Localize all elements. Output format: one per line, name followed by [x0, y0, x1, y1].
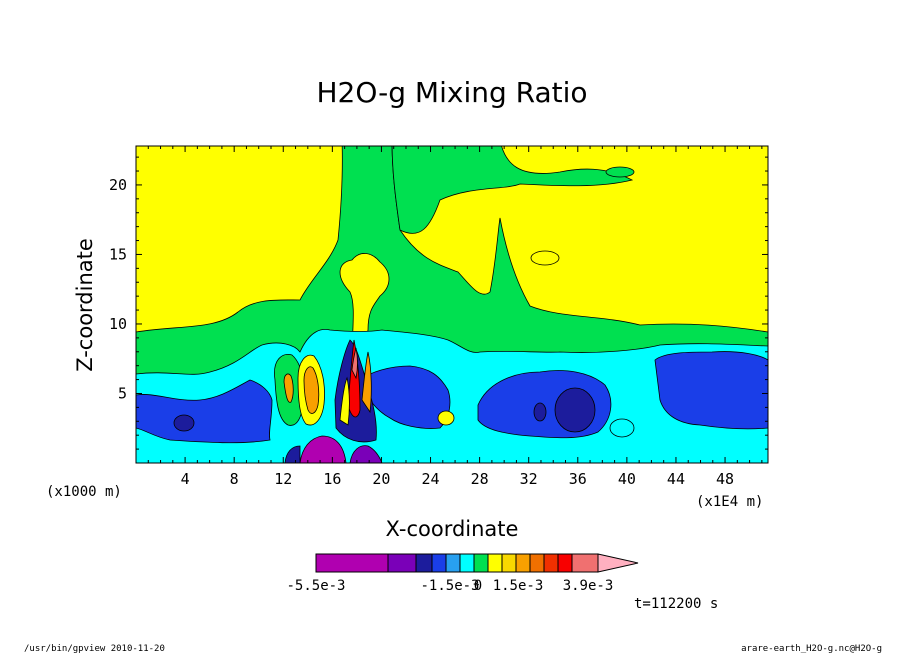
field-darkblue-bottom [284, 445, 301, 463]
colorbar-segment [445, 553, 461, 573]
colorbar-segment [487, 553, 503, 573]
field-blue-far-right [654, 351, 768, 430]
colorbar-segment [415, 553, 433, 573]
chart-title: H2O-g Mixing Ratio [316, 76, 587, 109]
colorbar-label: 3.9e-3 [563, 578, 614, 594]
colorbar-label: -1.5e-3 [420, 578, 479, 594]
x-tick-label: 40 [618, 470, 636, 488]
colorbar-segment [515, 553, 531, 573]
field-blue-left [136, 379, 273, 444]
field-green-blob-b [605, 166, 635, 178]
colorbar [315, 553, 639, 573]
field-purple-bottom [299, 435, 347, 463]
x-tick-label: 32 [520, 470, 538, 488]
y-axis-ticks: 5 10 15 20 [109, 156, 768, 450]
x-scale-note: (x1E4 m) [696, 494, 763, 510]
plot-frame [135, 145, 769, 464]
y-tick-label: 10 [109, 315, 127, 333]
colorbar-segment [459, 553, 475, 573]
colorbar-label: -5.5e-3 [286, 578, 345, 594]
x-tick-label: 48 [716, 470, 734, 488]
field-darkblue-core-b [173, 414, 195, 432]
field-cyan-hole [609, 418, 635, 438]
field-darkblue-core-c [533, 402, 547, 422]
field-blue-center [359, 365, 451, 429]
colorbar-segment [387, 553, 417, 573]
x-tick-label: 8 [230, 470, 239, 488]
x-tick-label: 28 [471, 470, 489, 488]
colorbar-segment [501, 553, 517, 573]
x-tick-label: 24 [421, 470, 439, 488]
x-tick-label: 44 [667, 470, 685, 488]
colorbar-segment [473, 553, 489, 573]
x-unit-note: (x1000 m) [46, 484, 122, 500]
colorbar-extension-arrow [597, 553, 639, 573]
colorbar-labels: -5.5e-3 -1.5e-30 1.5e-3 3.9e-3 [286, 578, 613, 594]
colorbar-segment [431, 553, 447, 573]
field-orange-core-left [303, 366, 320, 414]
colorbar-segment [529, 553, 545, 573]
y-axis-label: Z-coordinate [73, 238, 97, 372]
contour-field [136, 146, 768, 463]
x-tick-label: 36 [569, 470, 587, 488]
field-storm-pink [351, 347, 358, 380]
x-tick-label: 16 [323, 470, 341, 488]
field-yellow-small [437, 410, 455, 426]
y-tick-label: 15 [109, 245, 127, 263]
x-axis-label: X-coordinate [386, 517, 519, 541]
colorbar-segment [571, 553, 599, 573]
y-tick-label: 5 [118, 384, 127, 402]
y-tick-label: 20 [109, 176, 127, 194]
colorbar-segment [543, 553, 559, 573]
x-tick-label: 12 [274, 470, 292, 488]
field-darkblue-core-a [554, 387, 596, 433]
time-label: t=112200 s [634, 596, 718, 612]
colorbar-label: 1.5e-3 [493, 578, 544, 594]
x-tick-label: 20 [372, 470, 390, 488]
footer-right: arare-earth_H2O-g.nc@H2O-g [741, 644, 882, 654]
colorbar-segment [557, 553, 573, 573]
field-orange-core-left2 [283, 373, 294, 403]
field-yellow-blob-a [530, 250, 560, 266]
field-violet-bottom [349, 445, 383, 463]
footer-left: /usr/bin/gpview 2010-11-20 [24, 644, 165, 654]
colorbar-segment [315, 553, 389, 573]
colorbar-label: 0 [474, 578, 482, 594]
field-green-top-patch [391, 146, 634, 234]
x-axis-ticks: 4 8 12 16 20 24 28 32 36 40 44 48 [147, 146, 763, 488]
field-storm-orange-b [361, 351, 372, 414]
x-tick-label: 4 [181, 470, 190, 488]
field-storm-yellow-a [339, 376, 350, 426]
